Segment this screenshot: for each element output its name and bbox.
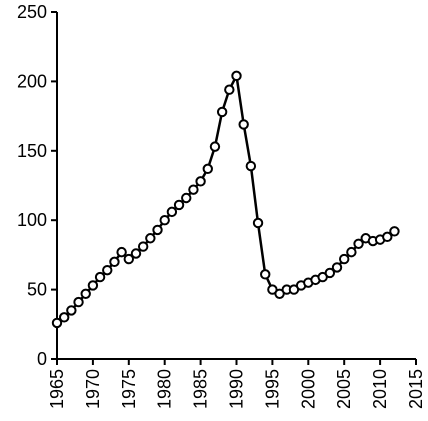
data-point xyxy=(331,262,343,273)
data-point xyxy=(94,271,106,283)
y-tick-label: 200 xyxy=(17,71,47,91)
x-ticks: 1965 1970 1975 1980 1985 1990 1995 2000 2005 2010… xyxy=(47,359,426,409)
data-point xyxy=(209,141,221,152)
data-point xyxy=(152,224,163,236)
data-point xyxy=(231,70,242,82)
x-tick-label: 2015 xyxy=(406,369,426,409)
data-point xyxy=(353,238,364,249)
data-point xyxy=(324,267,336,279)
data-point xyxy=(130,248,142,259)
data-point xyxy=(166,206,178,218)
data-point xyxy=(260,269,271,280)
data-point xyxy=(73,296,84,308)
y-tick-label: 100 xyxy=(17,210,47,230)
x-tick-label: 1990 xyxy=(227,369,247,409)
data-point xyxy=(188,184,199,195)
data-point xyxy=(389,226,400,237)
data-point xyxy=(159,215,170,226)
data-point xyxy=(116,246,127,258)
data-point xyxy=(102,264,113,276)
x-tick-label: 1995 xyxy=(262,369,282,409)
data-point xyxy=(339,253,350,265)
data-point xyxy=(346,246,357,258)
x-tick-label: 1970 xyxy=(83,369,103,409)
plot-area xyxy=(51,70,400,329)
x-axis: 1965 1970 1975 1980 1985 1990 1995 2000 2005 2010… xyxy=(47,358,426,409)
y-ticks: 0 50 100 150 200 250 xyxy=(17,2,57,369)
data-point xyxy=(66,305,77,316)
data-point xyxy=(145,233,156,244)
data-point xyxy=(252,217,264,229)
y-tick-label: 150 xyxy=(17,141,47,161)
x-tick-label: 1985 xyxy=(191,369,211,409)
data-point xyxy=(224,84,235,95)
data-points xyxy=(51,70,400,329)
data-point xyxy=(51,317,63,329)
x-tick-label: 2005 xyxy=(334,369,354,409)
x-tick-label: 1975 xyxy=(119,369,139,409)
x-tick-label: 2000 xyxy=(298,369,318,409)
y-axis: 0 50 100 150 200 250 xyxy=(17,2,58,369)
x-tick-label: 2010 xyxy=(370,369,390,409)
data-point xyxy=(123,253,135,265)
data-point xyxy=(382,231,393,243)
y-tick-label: 0 xyxy=(37,349,47,369)
data-point xyxy=(202,163,213,175)
data-point xyxy=(181,192,192,204)
x-tick-label: 1965 xyxy=(47,369,67,409)
data-point xyxy=(245,160,257,172)
data-point xyxy=(173,199,185,211)
data-point xyxy=(216,106,228,118)
data-point xyxy=(137,241,149,252)
data-point xyxy=(58,312,70,323)
y-tick-label: 50 xyxy=(27,280,47,300)
y-tick-label: 250 xyxy=(17,2,47,22)
data-point xyxy=(195,176,206,187)
data-point xyxy=(87,280,99,291)
data-point xyxy=(238,119,249,130)
data-point xyxy=(80,288,91,299)
x-tick-label: 1980 xyxy=(155,369,175,409)
data-point xyxy=(109,256,120,268)
